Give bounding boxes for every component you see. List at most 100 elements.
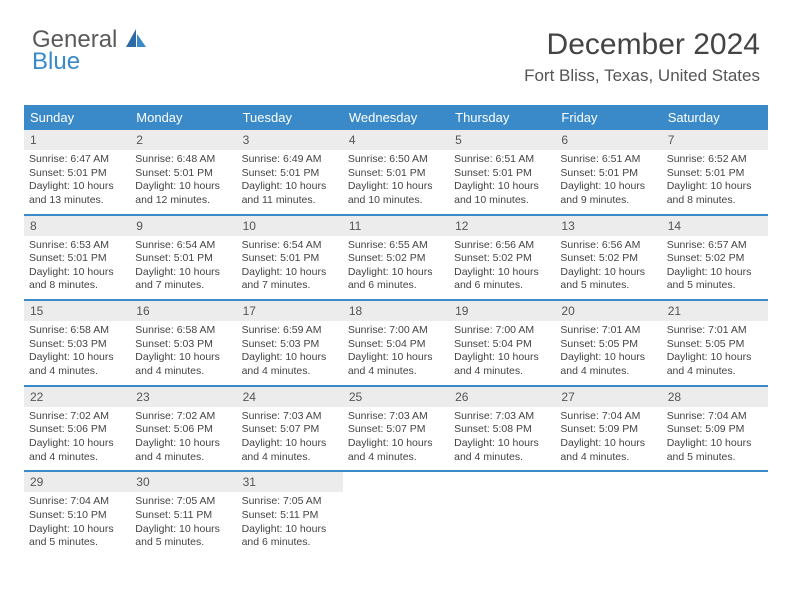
empty-day [343,472,449,556]
day-number: 23 [130,387,236,407]
day-number: 16 [130,301,236,321]
day-cell: 13Sunrise: 6:56 AMSunset: 5:02 PMDayligh… [555,216,661,300]
day-body: Sunrise: 7:00 AMSunset: 5:04 PMDaylight:… [343,321,449,379]
day-cell: 29Sunrise: 7:04 AMSunset: 5:10 PMDayligh… [24,472,130,556]
day-number: 20 [555,301,661,321]
sunrise-text: Sunrise: 7:05 AM [135,495,231,509]
day-number: 31 [237,472,343,492]
sunrise-text: Sunrise: 7:02 AM [29,410,125,424]
day-cell: 28Sunrise: 7:04 AMSunset: 5:09 PMDayligh… [662,387,768,471]
day-body: Sunrise: 6:52 AMSunset: 5:01 PMDaylight:… [662,150,768,208]
sunset-text: Sunset: 5:03 PM [135,338,231,352]
day-cell: 6Sunrise: 6:51 AMSunset: 5:01 PMDaylight… [555,130,661,214]
daylight-text: Daylight: 10 hours and 9 minutes. [560,180,656,207]
sunset-text: Sunset: 5:06 PM [135,423,231,437]
day-body: Sunrise: 6:53 AMSunset: 5:01 PMDaylight:… [24,236,130,294]
daylight-text: Daylight: 10 hours and 4 minutes. [560,351,656,378]
sunset-text: Sunset: 5:02 PM [667,252,763,266]
day-cell: 15Sunrise: 6:58 AMSunset: 5:03 PMDayligh… [24,301,130,385]
sunrise-text: Sunrise: 6:51 AM [560,153,656,167]
day-number: 13 [555,216,661,236]
logo: General Blue [32,28,148,74]
sunset-text: Sunset: 5:01 PM [560,167,656,181]
sunset-text: Sunset: 5:01 PM [667,167,763,181]
sunset-text: Sunset: 5:01 PM [348,167,444,181]
sunrise-text: Sunrise: 6:48 AM [135,153,231,167]
day-body: Sunrise: 6:50 AMSunset: 5:01 PMDaylight:… [343,150,449,208]
daylight-text: Daylight: 10 hours and 4 minutes. [667,351,763,378]
daylight-text: Daylight: 10 hours and 4 minutes. [135,437,231,464]
sunset-text: Sunset: 5:02 PM [454,252,550,266]
daylight-text: Daylight: 10 hours and 4 minutes. [454,437,550,464]
day-cell: 31Sunrise: 7:05 AMSunset: 5:11 PMDayligh… [237,472,343,556]
day-body: Sunrise: 6:56 AMSunset: 5:02 PMDaylight:… [555,236,661,294]
daylight-text: Daylight: 10 hours and 4 minutes. [348,351,444,378]
sunrise-text: Sunrise: 6:56 AM [454,239,550,253]
sunset-text: Sunset: 5:09 PM [560,423,656,437]
daylight-text: Daylight: 10 hours and 11 minutes. [242,180,338,207]
day-number: 30 [130,472,236,492]
day-cell: 7Sunrise: 6:52 AMSunset: 5:01 PMDaylight… [662,130,768,214]
sunrise-text: Sunrise: 6:54 AM [242,239,338,253]
page-header: December 2024 Fort Bliss, Texas, United … [524,28,760,86]
sunset-text: Sunset: 5:03 PM [29,338,125,352]
day-number: 8 [24,216,130,236]
day-number: 4 [343,130,449,150]
day-number: 5 [449,130,555,150]
sunrise-text: Sunrise: 7:05 AM [242,495,338,509]
day-number: 29 [24,472,130,492]
daylight-text: Daylight: 10 hours and 10 minutes. [348,180,444,207]
sunrise-text: Sunrise: 6:54 AM [135,239,231,253]
day-cell: 23Sunrise: 7:02 AMSunset: 5:06 PMDayligh… [130,387,236,471]
day-number: 24 [237,387,343,407]
sunset-text: Sunset: 5:06 PM [29,423,125,437]
sunset-text: Sunset: 5:09 PM [667,423,763,437]
logo-text-blue: Blue [32,50,148,74]
sunrise-text: Sunrise: 7:04 AM [29,495,125,509]
sunrise-text: Sunrise: 7:03 AM [454,410,550,424]
sunrise-text: Sunrise: 6:55 AM [348,239,444,253]
day-body: Sunrise: 6:58 AMSunset: 5:03 PMDaylight:… [24,321,130,379]
weeks-container: 1Sunrise: 6:47 AMSunset: 5:01 PMDaylight… [24,130,768,556]
sunrise-text: Sunrise: 6:51 AM [454,153,550,167]
sunset-text: Sunset: 5:05 PM [667,338,763,352]
day-cell: 27Sunrise: 7:04 AMSunset: 5:09 PMDayligh… [555,387,661,471]
daylight-text: Daylight: 10 hours and 6 minutes. [348,266,444,293]
day-body: Sunrise: 7:05 AMSunset: 5:11 PMDaylight:… [237,492,343,550]
day-number: 14 [662,216,768,236]
sunset-text: Sunset: 5:04 PM [454,338,550,352]
day-body: Sunrise: 7:02 AMSunset: 5:06 PMDaylight:… [130,407,236,465]
sunset-text: Sunset: 5:02 PM [348,252,444,266]
sunset-text: Sunset: 5:01 PM [29,252,125,266]
day-body: Sunrise: 6:56 AMSunset: 5:02 PMDaylight:… [449,236,555,294]
day-cell: 19Sunrise: 7:00 AMSunset: 5:04 PMDayligh… [449,301,555,385]
sunrise-text: Sunrise: 6:58 AM [29,324,125,338]
day-body: Sunrise: 6:59 AMSunset: 5:03 PMDaylight:… [237,321,343,379]
sunset-text: Sunset: 5:01 PM [242,252,338,266]
day-cell: 9Sunrise: 6:54 AMSunset: 5:01 PMDaylight… [130,216,236,300]
day-body: Sunrise: 6:57 AMSunset: 5:02 PMDaylight:… [662,236,768,294]
daylight-text: Daylight: 10 hours and 4 minutes. [348,437,444,464]
day-header-sun: Sunday [24,105,130,130]
day-body: Sunrise: 6:51 AMSunset: 5:01 PMDaylight:… [555,150,661,208]
day-body: Sunrise: 6:47 AMSunset: 5:01 PMDaylight:… [24,150,130,208]
day-body: Sunrise: 7:01 AMSunset: 5:05 PMDaylight:… [555,321,661,379]
day-cell: 30Sunrise: 7:05 AMSunset: 5:11 PMDayligh… [130,472,236,556]
sunset-text: Sunset: 5:05 PM [560,338,656,352]
day-cell: 3Sunrise: 6:49 AMSunset: 5:01 PMDaylight… [237,130,343,214]
day-number: 12 [449,216,555,236]
day-body: Sunrise: 6:49 AMSunset: 5:01 PMDaylight:… [237,150,343,208]
day-header-tue: Tuesday [237,105,343,130]
day-body: Sunrise: 7:03 AMSunset: 5:08 PMDaylight:… [449,407,555,465]
sunset-text: Sunset: 5:11 PM [135,509,231,523]
sunrise-text: Sunrise: 7:02 AM [135,410,231,424]
sunrise-text: Sunrise: 6:57 AM [667,239,763,253]
sunset-text: Sunset: 5:03 PM [242,338,338,352]
logo-sail-icon [126,28,148,52]
day-cell: 24Sunrise: 7:03 AMSunset: 5:07 PMDayligh… [237,387,343,471]
day-number: 11 [343,216,449,236]
sunset-text: Sunset: 5:02 PM [560,252,656,266]
daylight-text: Daylight: 10 hours and 7 minutes. [135,266,231,293]
day-cell: 25Sunrise: 7:03 AMSunset: 5:07 PMDayligh… [343,387,449,471]
day-cell: 8Sunrise: 6:53 AMSunset: 5:01 PMDaylight… [24,216,130,300]
